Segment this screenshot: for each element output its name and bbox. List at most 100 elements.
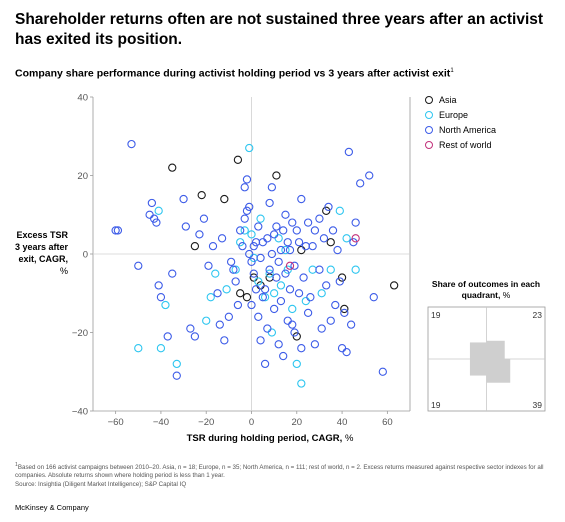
data-point	[240, 183, 249, 192]
axes-layer: −40 −20 0 20 40 −60 −40 −20 0 20 40 60	[72, 93, 411, 428]
y-tick-label: −40	[72, 407, 88, 418]
x-tick-label: −20	[198, 417, 214, 428]
data-point	[256, 214, 265, 223]
data-point	[263, 234, 272, 243]
data-point	[326, 316, 335, 325]
data-point	[340, 304, 349, 314]
legend-marker-rest-of-world	[425, 140, 433, 149]
series-europe	[134, 143, 360, 388]
data-point	[258, 293, 267, 302]
quadrant-label-bottom-right: 39	[533, 400, 543, 410]
data-point	[220, 336, 229, 345]
data-point	[172, 359, 181, 369]
data-point	[310, 226, 320, 235]
quadrant-panel: 19 23 19 39	[427, 306, 546, 412]
data-point	[308, 241, 317, 251]
x-axis-unit: %	[344, 433, 354, 444]
data-point	[181, 222, 190, 231]
footnote-text: Based on 166 activist campaigns between …	[15, 464, 544, 480]
legend-item-europe: Europe	[425, 107, 496, 122]
legend-item-north-america: North America	[425, 122, 496, 137]
data-point	[369, 293, 378, 302]
data-point	[292, 359, 301, 369]
legend-item-asia: Asia	[425, 92, 496, 107]
data-point	[326, 238, 335, 247]
data-point	[351, 218, 360, 227]
data-point	[306, 293, 315, 302]
data-point	[342, 347, 351, 357]
data-point	[276, 245, 286, 255]
data-point	[258, 238, 267, 247]
data-point	[256, 253, 265, 263]
data-point	[301, 241, 310, 251]
data-point	[301, 296, 310, 306]
data-point	[319, 234, 329, 243]
data-point	[127, 139, 136, 149]
data-point	[342, 234, 351, 243]
data-point	[308, 265, 317, 274]
data-point	[285, 285, 295, 294]
data-point	[197, 190, 206, 200]
y-tick-label: 40	[77, 93, 88, 104]
data-point	[231, 265, 240, 274]
data-point	[303, 308, 313, 318]
data-point	[340, 308, 349, 318]
data-point	[337, 344, 347, 353]
data-point	[242, 175, 252, 184]
data-point	[254, 312, 263, 321]
data-point	[351, 265, 360, 274]
y-tick-label: 0	[83, 250, 88, 261]
data-point	[269, 230, 279, 239]
data-point	[346, 320, 356, 329]
x-tick-label: −40	[153, 417, 169, 428]
data-point	[328, 226, 338, 235]
data-point	[324, 202, 333, 212]
data-point	[211, 269, 220, 278]
data-point	[238, 241, 247, 251]
data-point	[213, 289, 222, 298]
data-point	[276, 281, 286, 290]
data-point	[260, 293, 270, 302]
series-north-america	[111, 139, 387, 380]
data-point	[265, 269, 274, 278]
data-point	[202, 316, 211, 325]
data-point	[326, 265, 335, 274]
chart-subtitle-text: Company share performance during activis…	[15, 67, 451, 80]
data-point	[233, 155, 243, 164]
data-point	[247, 257, 256, 266]
x-axis-label-text: TSR during holding period, CAGR,	[186, 433, 343, 444]
chart-title: Shareholder returns often are not sustai…	[15, 11, 544, 48]
footnote-line: 1Based on 166 activist campaigns between…	[15, 461, 555, 481]
data-point	[247, 230, 256, 239]
data-point	[245, 249, 254, 259]
data-point	[351, 234, 360, 243]
series-asia	[168, 155, 399, 341]
quadrant-label-top-left: 19	[431, 310, 441, 320]
data-point	[161, 300, 170, 310]
data-point	[310, 340, 320, 349]
data-point	[156, 344, 166, 353]
legend-marker-europe	[425, 110, 433, 119]
data-point	[294, 238, 304, 247]
data-point	[290, 328, 299, 337]
data-point	[251, 285, 261, 294]
legend-marker-north-america	[425, 125, 433, 134]
x-tick-label: 0	[249, 417, 254, 428]
data-point	[322, 281, 331, 290]
data-point	[260, 359, 270, 369]
data-point	[269, 289, 279, 298]
y-axis-unit: %	[59, 266, 68, 276]
y-tick-label: 20	[77, 171, 88, 182]
quadrant-square-bottom-right	[486, 359, 511, 383]
data-point	[236, 289, 245, 298]
data-point	[256, 336, 265, 345]
data-point	[285, 245, 295, 255]
quadrant-panel-title: Share of outcomes in each quadrant, %	[428, 279, 544, 301]
x-axis-label: TSR during holding period, CAGR, %	[140, 433, 400, 444]
data-point	[154, 206, 163, 215]
data-point	[190, 241, 200, 251]
data-point	[365, 171, 374, 180]
data-point	[168, 269, 177, 278]
points-layer	[111, 139, 399, 388]
data-point	[215, 320, 224, 329]
